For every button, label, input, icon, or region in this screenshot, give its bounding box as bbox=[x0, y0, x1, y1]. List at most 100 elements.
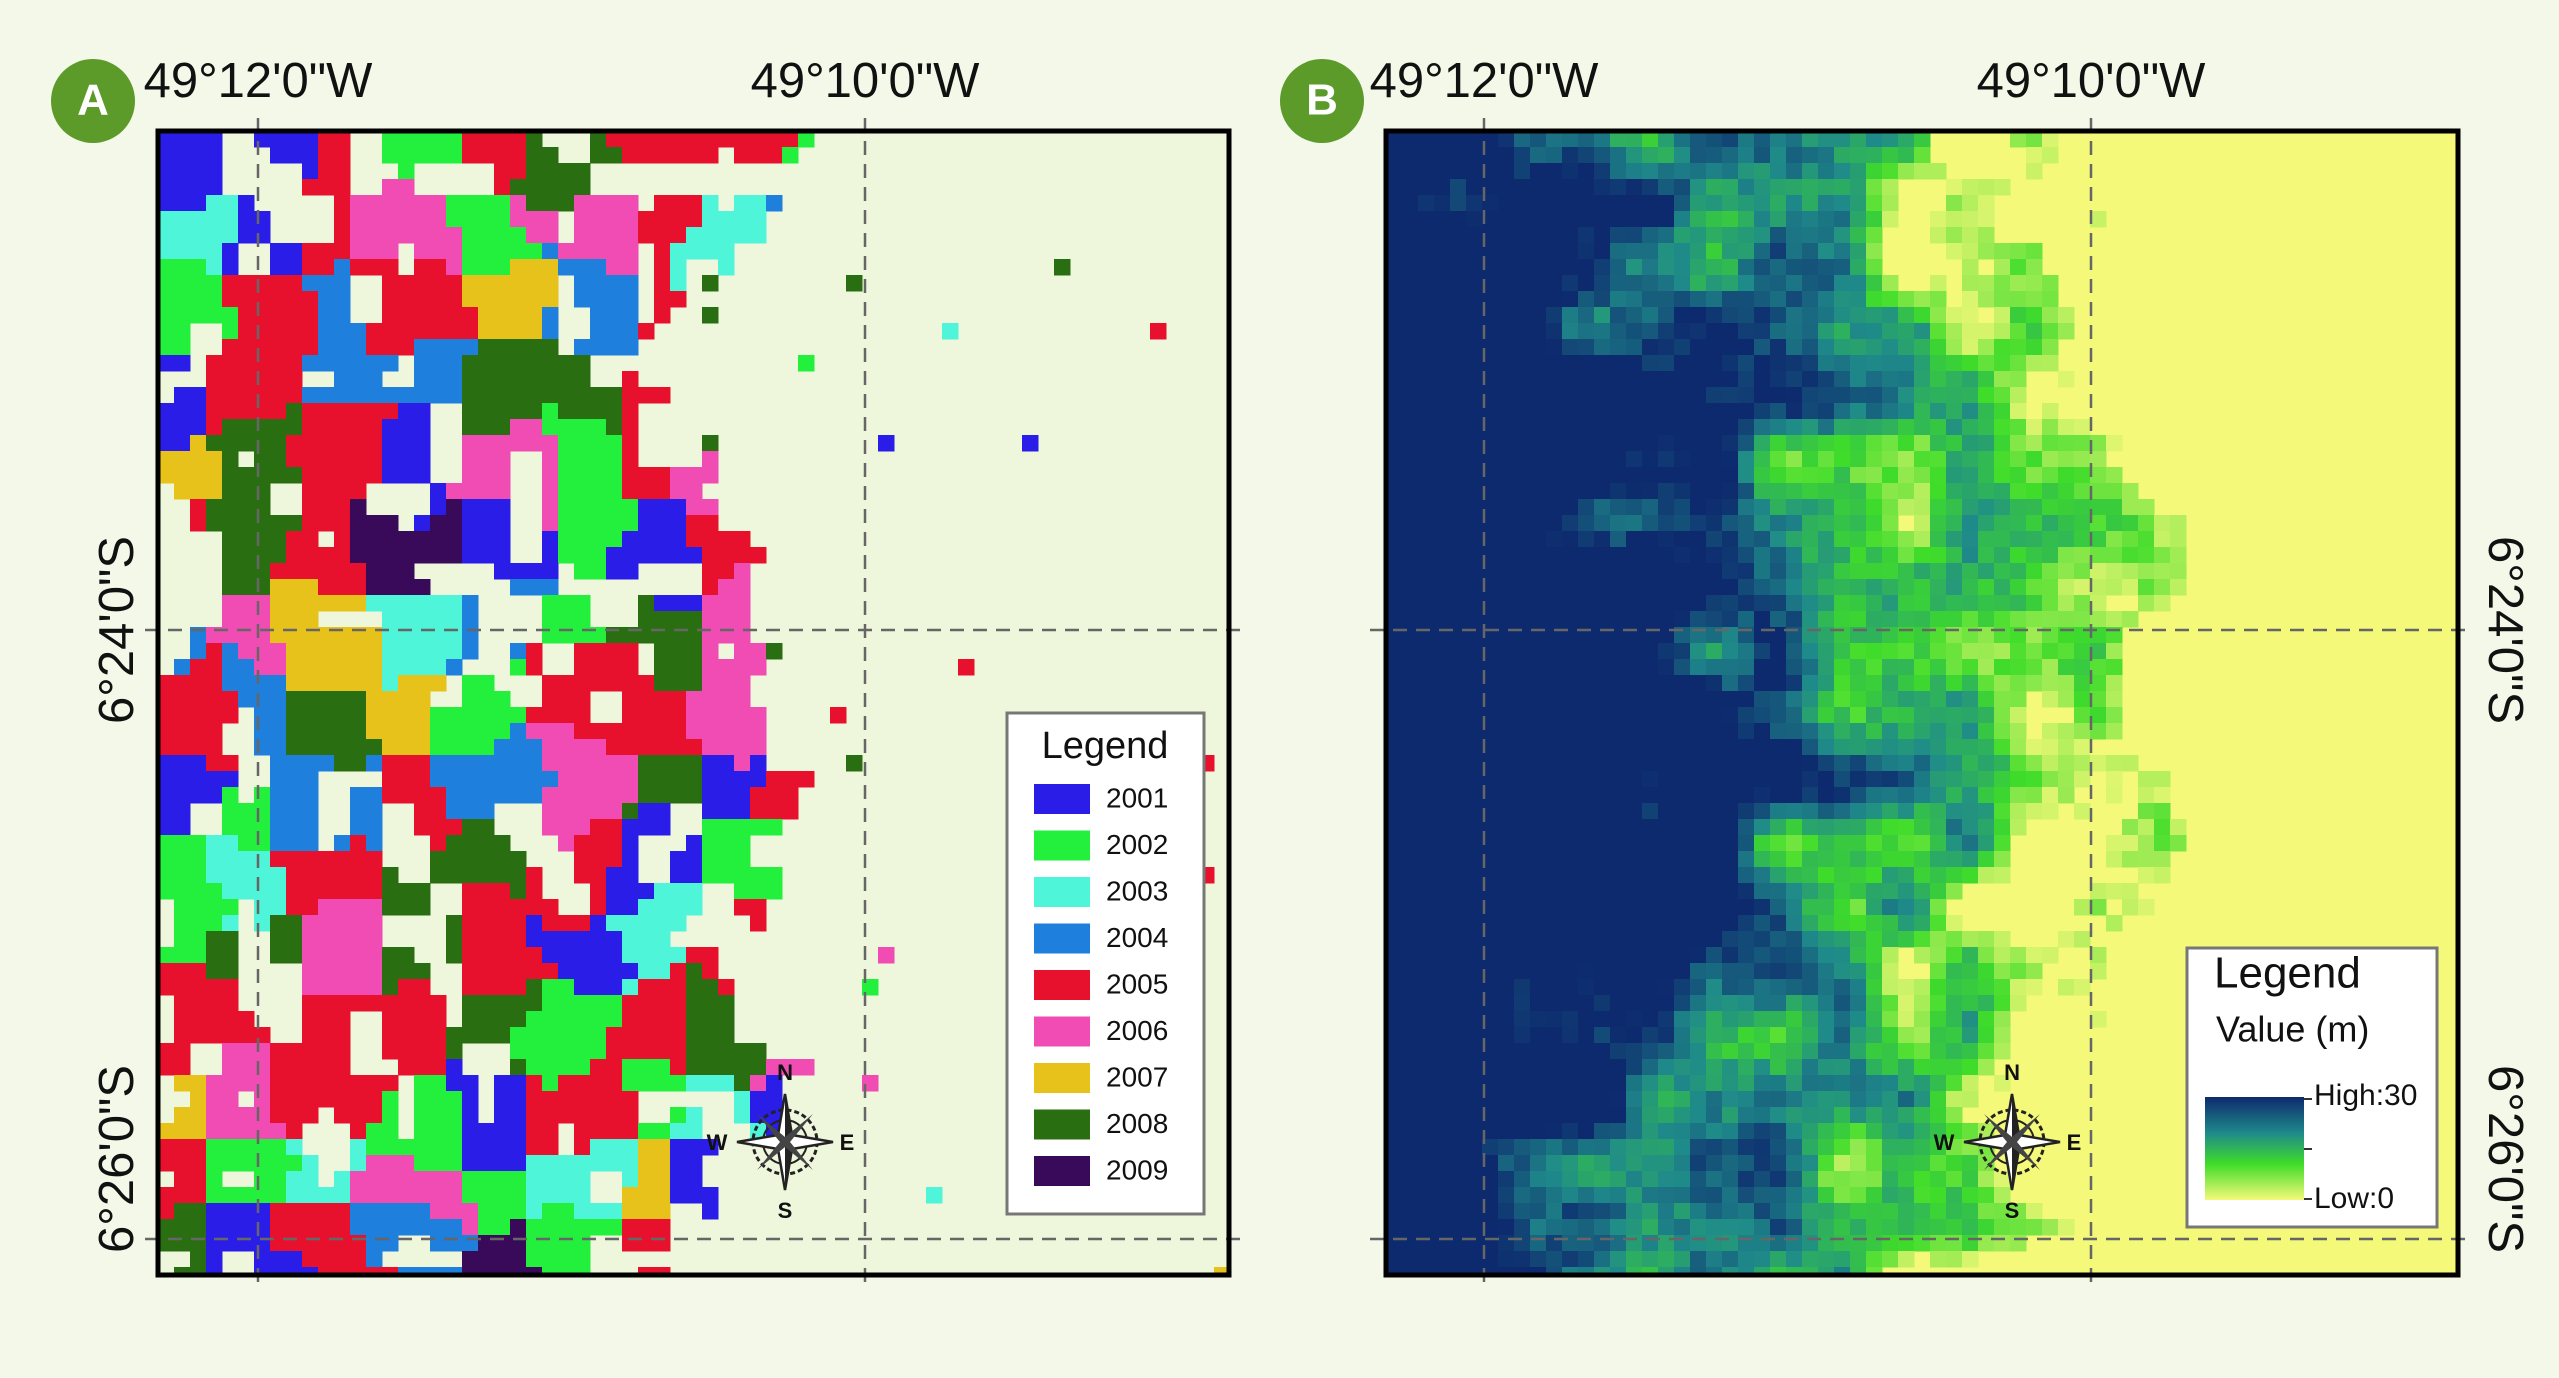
raster-cell bbox=[750, 547, 767, 564]
raster-cell bbox=[1530, 403, 1547, 420]
raster-cell bbox=[734, 147, 751, 164]
raster-cell bbox=[1626, 211, 1643, 228]
raster-cell bbox=[270, 947, 287, 964]
raster-cell bbox=[1562, 531, 1579, 548]
raster-cell bbox=[270, 1107, 287, 1124]
raster-cell bbox=[670, 595, 687, 612]
raster-cell bbox=[1514, 963, 1531, 980]
raster-cell bbox=[1690, 1059, 1707, 1076]
raster-cell bbox=[478, 899, 495, 916]
raster-cell bbox=[222, 947, 239, 964]
raster-cell bbox=[542, 899, 559, 916]
raster-cell bbox=[734, 547, 751, 564]
raster-cell bbox=[1578, 323, 1595, 340]
raster-cell bbox=[1482, 1155, 1499, 1172]
raster-cell bbox=[1722, 835, 1739, 852]
raster-cell bbox=[1434, 547, 1451, 564]
raster-cell bbox=[1450, 851, 1467, 868]
raster-cell bbox=[366, 819, 383, 836]
raster-cell bbox=[1978, 787, 1995, 804]
raster-cell bbox=[1402, 275, 1419, 292]
raster-cell bbox=[1786, 243, 1803, 260]
raster-cell bbox=[158, 323, 175, 340]
raster-cell bbox=[1978, 627, 1995, 644]
raster-cell bbox=[174, 1059, 191, 1076]
raster-cell bbox=[366, 323, 383, 340]
raster-cell bbox=[1754, 1187, 1771, 1204]
raster-cell bbox=[542, 1123, 559, 1140]
raster-cell bbox=[238, 1187, 255, 1204]
raster-cell bbox=[606, 755, 623, 772]
raster-cell bbox=[1898, 563, 1915, 580]
raster-cell bbox=[190, 1203, 207, 1220]
raster-cell bbox=[1642, 179, 1659, 196]
raster-cell bbox=[190, 387, 207, 404]
raster-cell bbox=[302, 931, 319, 948]
raster-cell bbox=[430, 787, 447, 804]
raster-cell bbox=[1498, 515, 1515, 532]
raster-cell bbox=[542, 451, 559, 468]
raster-cell bbox=[606, 1043, 623, 1060]
raster-cell bbox=[1610, 499, 1627, 516]
raster-cell bbox=[1546, 691, 1563, 708]
raster-cell bbox=[654, 131, 671, 148]
raster-cell bbox=[510, 771, 527, 788]
raster-cell bbox=[622, 915, 639, 932]
raster-cell bbox=[1834, 1203, 1851, 1220]
raster-cell bbox=[302, 787, 319, 804]
raster-cell bbox=[430, 499, 447, 516]
raster-cell bbox=[478, 995, 495, 1012]
raster-cell bbox=[1850, 131, 1867, 148]
raster-cell bbox=[494, 931, 511, 948]
raster-cell bbox=[2026, 755, 2043, 772]
raster-cell bbox=[398, 195, 415, 212]
raster-cell bbox=[382, 147, 399, 164]
raster-cell bbox=[1866, 531, 1883, 548]
raster-cell bbox=[510, 931, 527, 948]
raster-cell bbox=[1914, 659, 1931, 676]
raster-cell bbox=[1690, 707, 1707, 724]
raster-cell bbox=[462, 1251, 479, 1268]
raster-cell bbox=[1818, 659, 1835, 676]
raster-cell bbox=[478, 435, 495, 452]
raster-cell bbox=[1386, 979, 1403, 996]
raster-cell bbox=[334, 467, 351, 484]
raster-cell bbox=[382, 659, 399, 676]
raster-cell bbox=[622, 1075, 639, 1092]
raster-cell bbox=[462, 387, 479, 404]
raster-cell bbox=[1898, 147, 1915, 164]
raster-cell bbox=[1626, 611, 1643, 628]
raster-cell bbox=[1482, 467, 1499, 484]
raster-cell bbox=[398, 787, 415, 804]
raster-cell bbox=[1482, 755, 1499, 772]
raster-cell bbox=[1674, 355, 1691, 372]
raster-cell bbox=[1898, 307, 1915, 324]
raster-cell bbox=[1418, 195, 1435, 212]
raster-cell bbox=[1850, 595, 1867, 612]
raster-cell bbox=[254, 403, 271, 420]
raster-cell bbox=[1802, 691, 1819, 708]
raster-cell bbox=[1738, 1091, 1755, 1108]
raster-cell bbox=[382, 1219, 399, 1236]
raster-cell bbox=[302, 419, 319, 436]
raster-cell bbox=[478, 467, 495, 484]
raster-cell bbox=[622, 803, 639, 820]
raster-cell bbox=[1498, 259, 1515, 276]
raster-cell bbox=[574, 643, 591, 660]
raster-cell bbox=[1658, 947, 1675, 964]
raster-cell bbox=[510, 275, 527, 292]
raster-cell bbox=[1482, 451, 1499, 468]
raster-cell bbox=[254, 867, 271, 884]
raster-cell bbox=[574, 259, 591, 276]
raster-cell bbox=[254, 675, 271, 692]
raster-cell bbox=[1866, 803, 1883, 820]
raster-cell bbox=[2058, 611, 2075, 628]
raster-cell bbox=[1962, 819, 1979, 836]
raster-cell bbox=[382, 883, 399, 900]
raster-cell bbox=[1402, 931, 1419, 948]
raster-cell bbox=[494, 1251, 511, 1268]
raster-cell bbox=[1610, 483, 1627, 500]
raster-cell bbox=[1514, 515, 1531, 532]
raster-cell bbox=[1978, 1187, 1995, 1204]
raster-cell bbox=[1386, 1091, 1403, 1108]
